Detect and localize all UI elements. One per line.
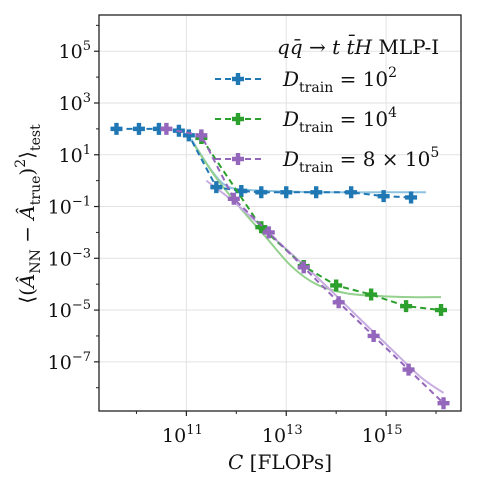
data-point bbox=[437, 397, 450, 410]
data-point bbox=[262, 226, 275, 239]
data-point bbox=[310, 186, 323, 199]
data-point bbox=[160, 122, 173, 135]
data-point bbox=[402, 363, 415, 376]
legend-label: Dtrain = 102 bbox=[282, 65, 397, 96]
data-point bbox=[210, 181, 223, 194]
x-axis-label: C [FLOPs] bbox=[228, 450, 332, 474]
y-axis-title: ⟨(ÂNN − Âtrue)2⟩test bbox=[13, 124, 44, 304]
legend-entry-2: Dtrain = 8 × 105 bbox=[215, 145, 439, 176]
series-2 bbox=[160, 122, 450, 410]
data-series bbox=[110, 122, 450, 410]
data-point bbox=[195, 129, 208, 142]
data-point bbox=[377, 190, 390, 203]
data-point bbox=[110, 122, 123, 135]
legend: qq̄ → t t̄H MLP-I Dtrain = 102 Dtrain = 10… bbox=[215, 34, 439, 176]
fit-line-1 bbox=[193, 143, 442, 299]
data-point bbox=[132, 122, 145, 135]
data-point bbox=[365, 288, 378, 301]
y-tick-label: 103 bbox=[59, 91, 91, 115]
data-point bbox=[297, 261, 310, 274]
y-tick-label: 10−5 bbox=[48, 298, 91, 322]
data-point bbox=[367, 329, 380, 342]
data-point bbox=[332, 296, 345, 309]
y-tick-label: 10−1 bbox=[48, 195, 91, 219]
data-point bbox=[280, 186, 293, 199]
x-tick-label: 1015 bbox=[362, 423, 403, 447]
y-tick-label: 101 bbox=[59, 143, 91, 167]
data-point bbox=[330, 279, 343, 292]
legend-title: qq̄ → t t̄H MLP-I bbox=[277, 34, 439, 59]
data-point bbox=[345, 186, 358, 199]
data-point bbox=[435, 304, 448, 317]
data-point bbox=[182, 129, 195, 142]
data-point bbox=[405, 191, 418, 204]
fit-line-2 bbox=[205, 179, 445, 394]
data-point bbox=[400, 300, 413, 313]
data-point bbox=[232, 153, 244, 165]
fit-curves bbox=[190, 138, 445, 394]
data-point bbox=[255, 221, 268, 234]
legend-label: Dtrain = 104 bbox=[282, 105, 397, 136]
x-tick-label: 1011 bbox=[162, 423, 203, 447]
data-point bbox=[232, 73, 244, 86]
grid-lines bbox=[99, 15, 461, 411]
plot-frame bbox=[98, 14, 462, 412]
data-point bbox=[235, 185, 248, 197]
y-tick-label: 10−7 bbox=[48, 350, 91, 374]
y-tick-label: 10−3 bbox=[48, 246, 91, 270]
legend-entry-1: Dtrain = 104 bbox=[215, 105, 397, 136]
axis-ticks: 1011 1013 1015 105 103 101 10−1 10−3 10−5 10−7 bbox=[48, 24, 437, 447]
data-point bbox=[227, 192, 240, 205]
legend-entry-0: Dtrain = 102 bbox=[215, 65, 397, 96]
x-tick-label: 1013 bbox=[262, 423, 303, 447]
data-point bbox=[255, 186, 268, 199]
y-tick-label: 105 bbox=[59, 39, 91, 63]
y-axis-label: ⟨(ÂNN − Âtrue)2⟩test bbox=[13, 124, 44, 304]
data-point bbox=[232, 113, 244, 126]
legend-label: Dtrain = 8 × 105 bbox=[282, 145, 439, 176]
data-point bbox=[152, 122, 165, 135]
